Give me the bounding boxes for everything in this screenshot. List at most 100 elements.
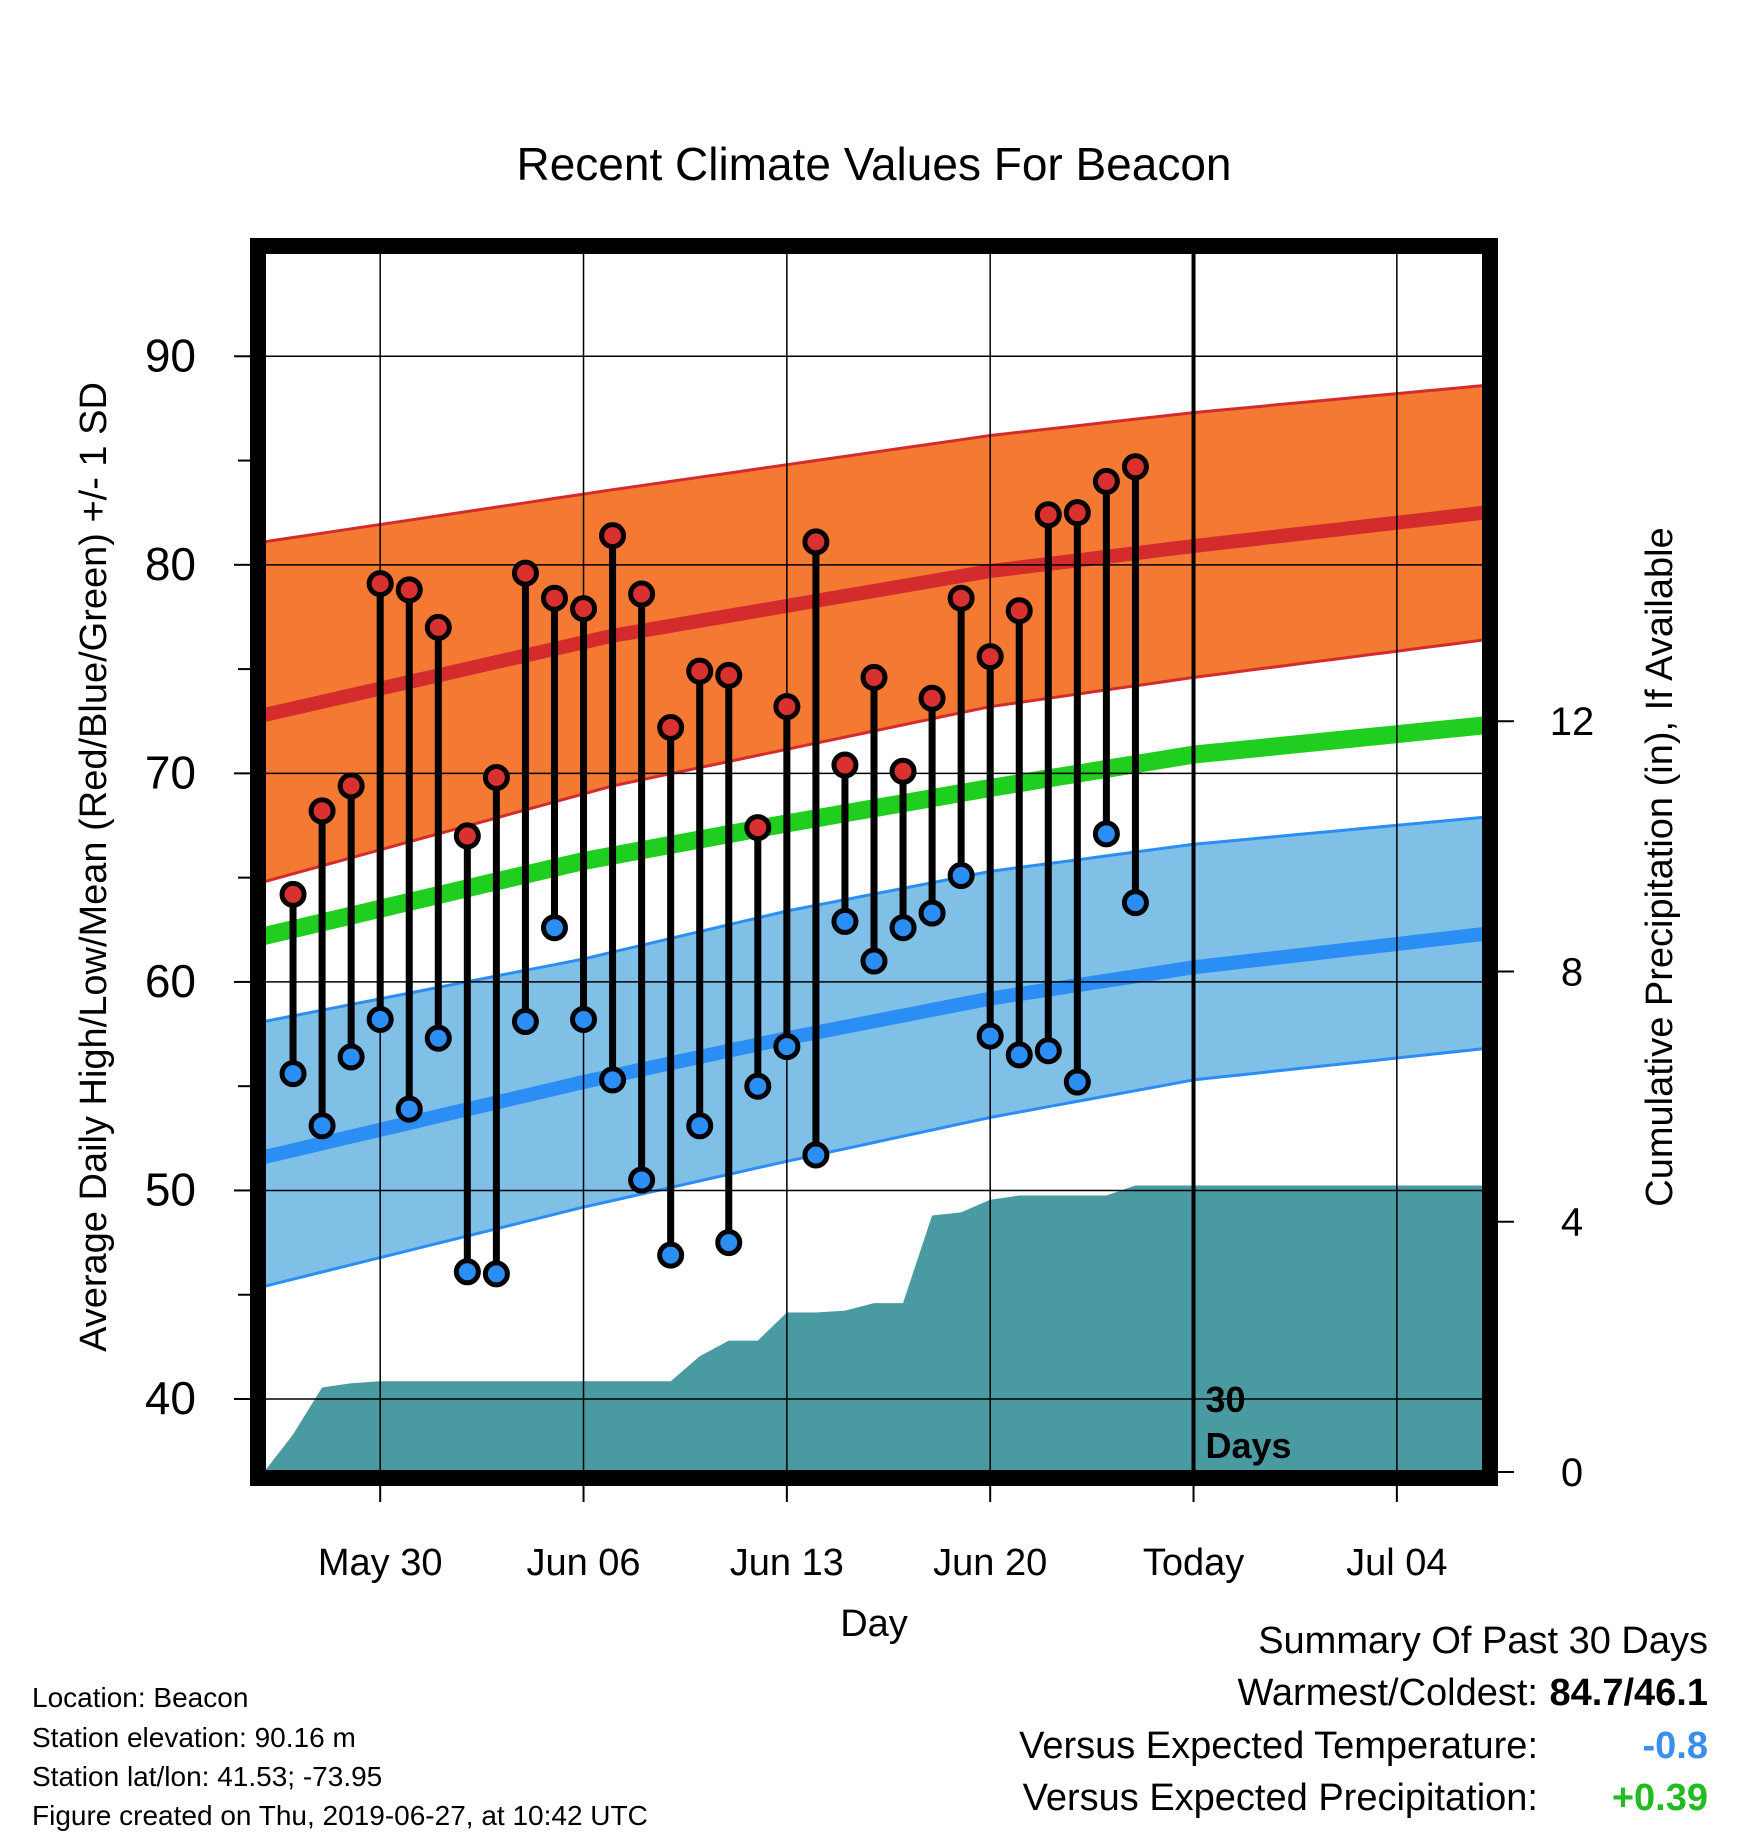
daily-high-point	[1063, 499, 1091, 527]
y2-tick-label: 4	[1561, 1201, 1583, 1245]
daily-high-point	[453, 822, 481, 850]
daily-low-point	[599, 1066, 627, 1094]
daily-low-point	[453, 1258, 481, 1286]
low-sd-band	[264, 817, 1484, 1287]
summary-warm-cold-row: Warmest/Coldest: 84.7/46.1	[1237, 1672, 1708, 1715]
daily-high-point	[1092, 467, 1120, 495]
daily-low-point	[889, 914, 917, 942]
daily-low-point	[540, 914, 568, 942]
info-elevation: Station elevation: 90.16 m	[32, 1722, 356, 1753]
daily-low-point	[1063, 1068, 1091, 1096]
y-tick-label: 40	[145, 1372, 196, 1424]
daily-high-point	[744, 814, 772, 842]
info-created: Figure created on Thu, 2019-06-27, at 10…	[32, 1800, 648, 1831]
daily-high-point	[773, 693, 801, 721]
summary-temp-row: Versus Expected Temperature: -0.8	[1019, 1725, 1708, 1768]
daily-low-point	[715, 1229, 743, 1257]
summary-warm-cold-value: 84.7/46.1	[1549, 1672, 1708, 1714]
chart-title: Recent Climate Values For Beacon	[516, 138, 1231, 190]
normal-high-line	[262, 505, 1485, 722]
y2-axis-label: Cumulative Precipitation (in), If Availa…	[1639, 527, 1681, 1206]
x-axis-label: Day	[840, 1603, 908, 1645]
daily-low-point	[337, 1043, 365, 1071]
x-tick-label: Jul 04	[1346, 1542, 1447, 1584]
daily-high-point	[947, 584, 975, 612]
daily-low-point	[1121, 889, 1149, 917]
daily-high-point	[802, 528, 830, 556]
daily-low-point	[918, 899, 946, 927]
daily-high-point	[482, 764, 510, 792]
x-tick-label: Jun 20	[933, 1542, 1047, 1584]
daily-high-point	[976, 643, 1004, 671]
daily-low-point	[860, 947, 888, 975]
daily-low-point	[511, 1008, 539, 1036]
daily-high-point	[570, 595, 598, 623]
today-marker: 30 Days	[1191, 252, 1292, 1472]
precip-cumulative-area	[264, 1185, 1484, 1472]
summary-precip-value: +0.39	[1611, 1777, 1708, 1819]
high-sd-upper-edge	[263, 384, 1485, 544]
summary-temp-value: -0.8	[1642, 1725, 1708, 1767]
x-tick-label: Jun 06	[526, 1542, 640, 1584]
x-tick-label: May 30	[318, 1542, 443, 1584]
daily-high-point	[889, 757, 917, 785]
y-axis-label: Average Daily High/Low/Mean (Red/Blue/Gr…	[73, 382, 115, 1352]
y2-tick-label: 8	[1561, 950, 1583, 994]
daily-low-point	[773, 1033, 801, 1061]
y-tick-label: 80	[145, 538, 196, 590]
daily-low-point	[482, 1260, 510, 1288]
daily-low-point	[976, 1022, 1004, 1050]
summary-warm-cold-label: Warmest/Coldest:	[1237, 1672, 1538, 1714]
summary-temp-label: Versus Expected Temperature:	[1019, 1725, 1538, 1767]
observed-temperatures	[279, 453, 1149, 1288]
daily-low-point	[744, 1072, 772, 1100]
daily-high-point	[1005, 597, 1033, 625]
daily-high-point	[424, 613, 452, 641]
today-label-line2: Days	[1206, 1425, 1292, 1466]
y-tick-label: 90	[145, 329, 196, 381]
y-tick-label: 70	[145, 746, 196, 798]
daily-high-point	[366, 570, 394, 598]
axes: May 30 Jun 06 Jun 13 Jun 20 Today Jul 0440506…	[145, 238, 1595, 1584]
daily-high-point	[831, 751, 859, 779]
daily-high-point	[715, 661, 743, 689]
info-latlon: Station lat/lon: 41.53; -73.95	[32, 1761, 383, 1792]
daily-low-point	[395, 1095, 423, 1123]
daily-high-point	[628, 580, 656, 608]
daily-high-point	[657, 713, 685, 741]
x-tick-label: Today	[1143, 1542, 1244, 1584]
daily-low-point	[628, 1166, 656, 1194]
summary-precip-row: Versus Expected Precipitation: +0.39	[1023, 1777, 1708, 1820]
daily-high-point	[395, 576, 423, 604]
daily-low-point	[802, 1141, 830, 1169]
daily-high-point	[511, 559, 539, 587]
daily-high-point	[860, 663, 888, 691]
high-sd-band	[264, 385, 1484, 882]
daily-high-point	[279, 880, 307, 908]
daily-low-point	[686, 1112, 714, 1140]
daily-high-point	[1121, 453, 1149, 481]
daily-high-point	[308, 797, 336, 825]
y-tick-label: 50	[145, 1163, 196, 1215]
info-location: Location: Beacon	[32, 1682, 249, 1713]
daily-low-point	[570, 1005, 598, 1033]
daily-high-point	[1034, 501, 1062, 529]
y2-tick-label: 12	[1550, 700, 1595, 744]
y2-tick-label: 0	[1561, 1451, 1583, 1495]
daily-low-point	[279, 1060, 307, 1088]
plot-frame	[250, 238, 1498, 1486]
daily-low-point	[1092, 820, 1120, 848]
daily-high-point	[540, 584, 568, 612]
daily-high-point	[918, 684, 946, 712]
daily-low-point	[831, 907, 859, 935]
summary-precip-label: Versus Expected Precipitation:	[1022, 1777, 1538, 1819]
daily-high-point	[686, 657, 714, 685]
daily-low-point	[657, 1241, 685, 1269]
y-tick-label: 60	[145, 955, 196, 1007]
x-tick-label: Jun 13	[730, 1542, 844, 1584]
daily-low-point	[1005, 1041, 1033, 1069]
daily-low-point	[947, 862, 975, 890]
today-label-line1: 30	[1206, 1379, 1246, 1420]
precipitation-area	[264, 1185, 1484, 1472]
